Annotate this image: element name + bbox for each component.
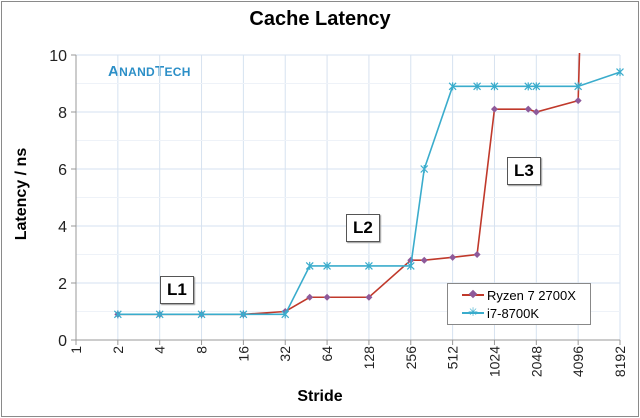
data-point [616, 68, 624, 77]
x-axis-label: Stride [297, 388, 343, 405]
data-point [574, 82, 583, 91]
x-tick-label: 4 [152, 346, 168, 354]
series-i7-8700k [113, 68, 624, 319]
y-tick-label: 6 [58, 162, 67, 179]
data-point [305, 261, 314, 270]
legend-item-i7: ✳ i7-8700K [448, 304, 539, 322]
y-tick-label: 0 [58, 333, 67, 350]
y-axis-label: Latency / ns [13, 147, 30, 241]
x-tick-label: 8 [194, 346, 210, 354]
data-point [420, 256, 428, 264]
legend-marker-diamond [468, 289, 478, 299]
data-point [490, 105, 498, 113]
x-tick-label: 1024 [486, 346, 502, 377]
data-point [449, 253, 457, 261]
x-tick-label: 16 [235, 346, 251, 362]
annotation-l3: L3 [507, 157, 541, 185]
data-point [155, 310, 164, 319]
x-tick-label: 2 [110, 346, 126, 354]
annotation-l1: L1 [160, 276, 194, 304]
data-point [448, 82, 457, 91]
legend-swatch-ryzen [462, 289, 484, 299]
data-point [490, 82, 499, 91]
data-point [420, 165, 429, 173]
series-ryzen-7-2700x [114, 53, 582, 318]
data-point [323, 293, 331, 301]
data-point [406, 261, 415, 270]
x-tick-label: 512 [445, 346, 461, 370]
data-point [532, 82, 541, 91]
x-tick-label: 8192 [612, 346, 628, 377]
x-tick-label: 128 [361, 346, 377, 370]
data-point [306, 293, 314, 301]
data-point [197, 310, 206, 319]
data-point [574, 97, 582, 105]
legend-swatch-i7: ✳ [462, 305, 484, 319]
legend-label: i7-8700K [487, 305, 540, 321]
y-tick-label: 2 [58, 276, 67, 293]
x-tick-label: 1 [68, 346, 84, 354]
legend-item-ryzen: Ryzen 7 2700X [448, 286, 576, 304]
x-tick-label: 256 [403, 346, 419, 370]
y-tick-label: 10 [49, 48, 67, 65]
data-point [532, 108, 540, 116]
x-tick-label: 32 [277, 346, 293, 362]
x-tick-label: 4096 [570, 346, 586, 377]
data-point [524, 82, 533, 91]
data-point [281, 310, 290, 319]
data-point [239, 310, 248, 319]
annotation-l2: L2 [346, 214, 380, 242]
data-point [473, 82, 482, 91]
y-tick-label: 4 [58, 219, 67, 236]
data-point [364, 261, 373, 270]
data-point [473, 251, 481, 258]
legend-label: Ryzen 7 2700X [487, 287, 576, 303]
data-point [113, 310, 122, 319]
x-tick-label: 2048 [528, 346, 544, 377]
chart-title: Cache Latency [249, 8, 391, 30]
legend-marker-star: ✳ [468, 305, 479, 319]
data-point [365, 293, 373, 301]
x-tick-label: 64 [319, 346, 335, 362]
y-tick-label: 8 [58, 105, 67, 122]
data-point [323, 261, 332, 270]
legend: Ryzen 7 2700X ✳ i7-8700K [447, 283, 591, 325]
data-point [524, 105, 532, 113]
